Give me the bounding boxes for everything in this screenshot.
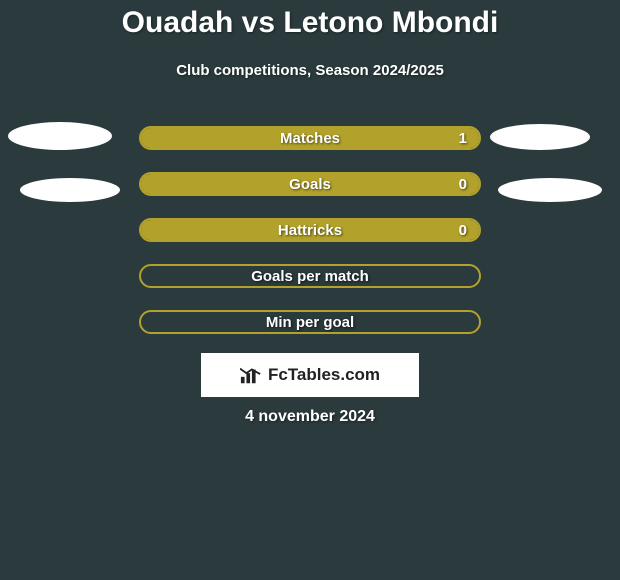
stat-value-right: 1 xyxy=(459,130,467,147)
bar-chart-icon xyxy=(240,365,262,385)
page-title: Ouadah vs Letono Mbondi xyxy=(0,6,620,40)
player-right-oval-2 xyxy=(498,178,602,202)
stat-label: Matches xyxy=(280,130,340,147)
logo-box: FcTables.com xyxy=(201,353,419,397)
stat-row: Goals 0 xyxy=(139,172,481,196)
stat-label: Min per goal xyxy=(266,314,354,331)
player-right-oval-1 xyxy=(490,124,590,150)
stat-row: Hattricks 0 xyxy=(139,218,481,242)
subtitle: Club competitions, Season 2024/2025 xyxy=(0,62,620,79)
stat-row: Matches 1 xyxy=(139,126,481,150)
stat-row: Goals per match xyxy=(139,264,481,288)
stat-label: Goals per match xyxy=(251,268,369,285)
player-left-oval-2 xyxy=(20,178,120,202)
stat-value-right: 0 xyxy=(459,176,467,193)
stat-value-right: 0 xyxy=(459,222,467,239)
logo-text: FcTables.com xyxy=(268,365,380,385)
stat-label: Goals xyxy=(289,176,331,193)
stat-row: Min per goal xyxy=(139,310,481,334)
stat-label: Hattricks xyxy=(278,222,342,239)
date-label: 4 november 2024 xyxy=(0,408,620,426)
comparison-infographic: Ouadah vs Letono Mbondi Club competition… xyxy=(0,0,620,580)
player-left-oval-1 xyxy=(8,122,112,150)
